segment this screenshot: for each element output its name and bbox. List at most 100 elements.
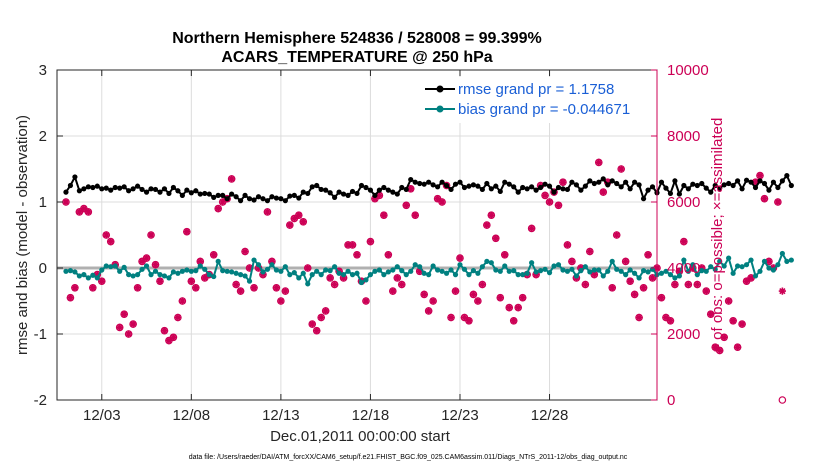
rmse-point xyxy=(367,187,374,193)
y-axis-label-right: # of obs: o=possible; ×=assimilated xyxy=(709,118,726,353)
rmse-point xyxy=(484,180,490,187)
rmse-point xyxy=(640,196,647,202)
bias-point xyxy=(264,266,271,272)
bias-point xyxy=(506,268,512,274)
bias-point xyxy=(251,257,257,263)
rmse-point xyxy=(134,183,141,189)
rmse-point xyxy=(314,182,320,189)
obs-assimilated-marker xyxy=(174,313,182,322)
bias-point xyxy=(170,269,177,275)
rmse-point xyxy=(667,190,674,197)
bias-point xyxy=(314,268,320,274)
obs-assimilated-marker xyxy=(151,261,160,269)
rmse-point xyxy=(90,184,96,191)
rmse-point xyxy=(712,182,718,189)
bias-point xyxy=(721,263,727,269)
rmse-point xyxy=(708,189,714,195)
rmse-point xyxy=(206,191,212,197)
bias-point xyxy=(434,267,441,273)
bias-point xyxy=(636,275,642,281)
obs-assimilated-marker xyxy=(765,257,773,265)
bias-point xyxy=(524,270,530,276)
obs-assimilated-marker xyxy=(586,247,594,256)
rmse-point xyxy=(394,191,400,197)
bias-point xyxy=(139,266,145,272)
rmse-point xyxy=(81,186,87,192)
bias-point xyxy=(493,267,499,273)
series-lines xyxy=(63,173,794,287)
rmse-point xyxy=(730,182,736,189)
obs-assimilated-marker xyxy=(492,234,500,242)
rmse-point xyxy=(349,188,356,195)
obs-assimilated-marker xyxy=(192,284,200,292)
bias-point xyxy=(152,268,159,274)
obs-assimilated-marker xyxy=(339,274,348,282)
rmse-point xyxy=(417,180,423,187)
rmse-point xyxy=(403,186,409,193)
obs-assimilated-marker xyxy=(496,294,504,302)
obs-assimilated-marker xyxy=(608,284,616,292)
obs-assimilated-marker xyxy=(648,274,657,282)
obs-assimilated-marker xyxy=(433,195,442,203)
bias-point xyxy=(663,268,669,274)
rmse-point xyxy=(211,194,217,200)
rmse-point xyxy=(551,189,557,195)
rmse-point xyxy=(184,187,190,193)
rmse-point xyxy=(739,186,745,192)
bias-point xyxy=(551,263,557,269)
rmse-point xyxy=(188,190,194,196)
y-right-tick-label: 2000 xyxy=(667,326,700,343)
rmse-point xyxy=(511,184,517,190)
y-axis-label-left: rmse and bias (model - observation) xyxy=(14,115,31,355)
obs-assimilated-marker xyxy=(169,333,178,341)
bias-point xyxy=(430,263,436,269)
obs-assimilated-marker xyxy=(107,238,115,246)
bias-point xyxy=(184,267,190,273)
rmse-point xyxy=(779,178,785,184)
bias-point xyxy=(296,275,302,281)
obs-assimilated-marker xyxy=(425,307,433,315)
rmse-point xyxy=(578,187,584,193)
obs-assimilated-marker xyxy=(689,264,697,272)
rmse-point xyxy=(663,185,669,191)
rmse-point xyxy=(282,198,288,204)
bias-point xyxy=(112,263,118,269)
rmse-point xyxy=(246,196,253,202)
rmse-point xyxy=(305,190,311,197)
rmse-point xyxy=(269,194,275,200)
obs-assimilated-marker xyxy=(416,267,424,275)
obs-assimilated-marker xyxy=(210,251,218,259)
obs-assimilated-marker xyxy=(165,337,173,345)
obs-assimilated-marker xyxy=(371,195,379,203)
bias-point xyxy=(179,268,185,274)
rmse-point xyxy=(85,184,91,190)
rmse-point xyxy=(627,186,633,192)
rmse-point xyxy=(596,179,602,185)
rmse-point xyxy=(542,181,548,187)
bias-point xyxy=(323,267,329,273)
obs-assimilated-marker xyxy=(474,297,482,305)
obs-assimilated-marker xyxy=(528,224,536,232)
bias-point xyxy=(206,272,212,278)
obs-assimilated-marker xyxy=(483,221,491,229)
bias-point xyxy=(443,270,450,276)
obs-assimilated-marker xyxy=(456,254,464,262)
rmse-point xyxy=(605,182,611,188)
bias-point xyxy=(658,270,665,276)
rmse-point xyxy=(600,176,606,182)
y-left-tick-label: 1 xyxy=(39,194,47,211)
rmse-point xyxy=(788,182,794,189)
rmse-point xyxy=(336,189,342,195)
bias-point xyxy=(761,258,768,264)
rmse-point xyxy=(287,193,293,199)
rmse-point xyxy=(461,184,468,191)
rmse-point xyxy=(215,192,221,198)
bias-point xyxy=(520,272,526,278)
bias-point xyxy=(672,275,678,281)
bias-point xyxy=(632,270,638,276)
rmse-point xyxy=(264,198,271,204)
rmse-point xyxy=(694,182,700,189)
bias-point xyxy=(546,270,553,276)
bias-point xyxy=(363,277,369,283)
rmse-point xyxy=(614,180,620,187)
